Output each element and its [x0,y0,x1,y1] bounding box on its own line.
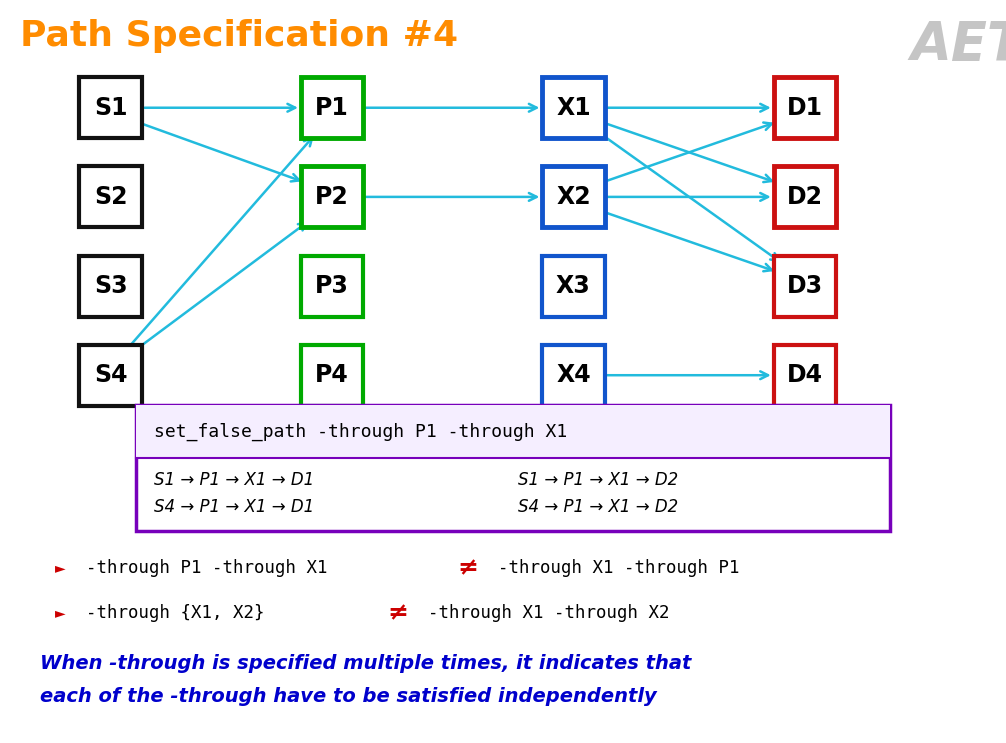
FancyBboxPatch shape [301,345,363,406]
FancyBboxPatch shape [542,256,605,317]
Text: S2: S2 [94,185,128,209]
Text: ►: ► [55,562,66,575]
Text: D2: D2 [787,185,823,209]
FancyBboxPatch shape [79,77,142,138]
Text: S1 → P1 → X1 → D2: S1 → P1 → X1 → D2 [518,471,678,490]
FancyBboxPatch shape [301,256,363,317]
Text: D1: D1 [787,96,823,120]
Text: S1 → P1 → X1 → D1: S1 → P1 → X1 → D1 [154,471,314,490]
Text: X4: X4 [556,363,591,387]
Text: set_false_path -through P1 -through X1: set_false_path -through P1 -through X1 [154,423,567,441]
Text: S4 → P1 → X1 → D2: S4 → P1 → X1 → D2 [518,498,678,516]
FancyBboxPatch shape [301,166,363,227]
Text: D4: D4 [787,363,823,387]
Text: -through {X1, X2}: -through {X1, X2} [86,604,264,622]
FancyBboxPatch shape [774,77,836,138]
Text: S4 → P1 → X1 → D1: S4 → P1 → X1 → D1 [154,498,314,516]
Text: When -through is specified multiple times, it indicates that: When -through is specified multiple time… [40,654,691,673]
FancyBboxPatch shape [774,256,836,317]
Text: P1: P1 [315,96,349,120]
Text: X2: X2 [556,185,591,209]
Text: P3: P3 [315,274,349,298]
Text: ≠: ≠ [458,557,479,580]
Text: -through X1 -through X2: -through X1 -through X2 [428,604,669,622]
Text: ►: ► [55,606,66,620]
Text: ≠: ≠ [387,601,408,625]
FancyBboxPatch shape [79,166,142,227]
FancyBboxPatch shape [79,256,142,317]
Text: X1: X1 [556,96,591,120]
FancyBboxPatch shape [136,405,890,458]
FancyBboxPatch shape [542,166,605,227]
FancyBboxPatch shape [136,405,890,531]
FancyBboxPatch shape [542,345,605,406]
FancyBboxPatch shape [542,77,605,138]
Text: Path Specification #4: Path Specification #4 [20,19,459,53]
Text: P4: P4 [315,363,349,387]
Text: S1: S1 [94,96,128,120]
Text: P2: P2 [315,185,349,209]
Text: -through P1 -through X1: -through P1 -through X1 [86,559,327,577]
Text: D3: D3 [787,274,823,298]
Text: S3: S3 [94,274,128,298]
Text: -through X1 -through P1: -through X1 -through P1 [498,559,739,577]
FancyBboxPatch shape [774,166,836,227]
FancyBboxPatch shape [79,345,142,406]
Text: each of the -through have to be satisfied independently: each of the -through have to be satisfie… [40,687,657,707]
Text: X3: X3 [556,274,591,298]
FancyBboxPatch shape [301,77,363,138]
FancyBboxPatch shape [774,345,836,406]
Text: AET: AET [910,19,1006,71]
Text: S4: S4 [94,363,128,387]
